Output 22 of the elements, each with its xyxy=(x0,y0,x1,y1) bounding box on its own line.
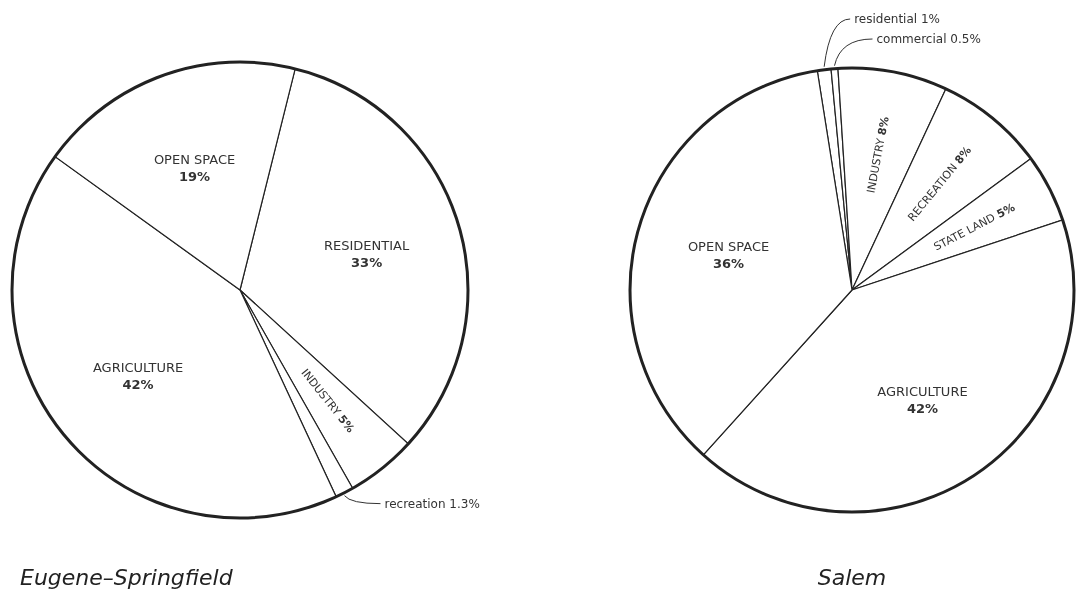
data-label: 1.3% xyxy=(449,496,480,511)
data-label: 8% xyxy=(875,115,892,137)
data-label: 42% xyxy=(906,400,939,416)
slice-label: AGRICULTURE xyxy=(877,383,968,399)
data-label: 5% xyxy=(994,200,1018,221)
slice-label: residential xyxy=(854,12,918,26)
data-label: 19% xyxy=(179,168,211,184)
slice-label: INDUSTRY xyxy=(864,137,888,195)
data-label: 1% xyxy=(920,12,940,26)
slice-label: AGRICULTURE xyxy=(92,360,184,376)
slice-label: OPEN SPACE xyxy=(687,239,770,255)
slice-label: OPEN SPACE xyxy=(153,151,236,167)
data-label: 36% xyxy=(712,256,745,272)
data-label: 33% xyxy=(351,254,383,270)
text: Eugene–Springfield xyxy=(20,565,234,590)
data-label: 0.5% xyxy=(950,32,981,46)
data-label: 5% xyxy=(335,412,358,436)
slice-label: commercial xyxy=(876,32,947,46)
data-label: 42% xyxy=(122,377,154,393)
text: Salem xyxy=(817,565,887,590)
slice-label: RESIDENTIAL xyxy=(324,237,410,253)
slice-label: recreation xyxy=(384,496,446,511)
